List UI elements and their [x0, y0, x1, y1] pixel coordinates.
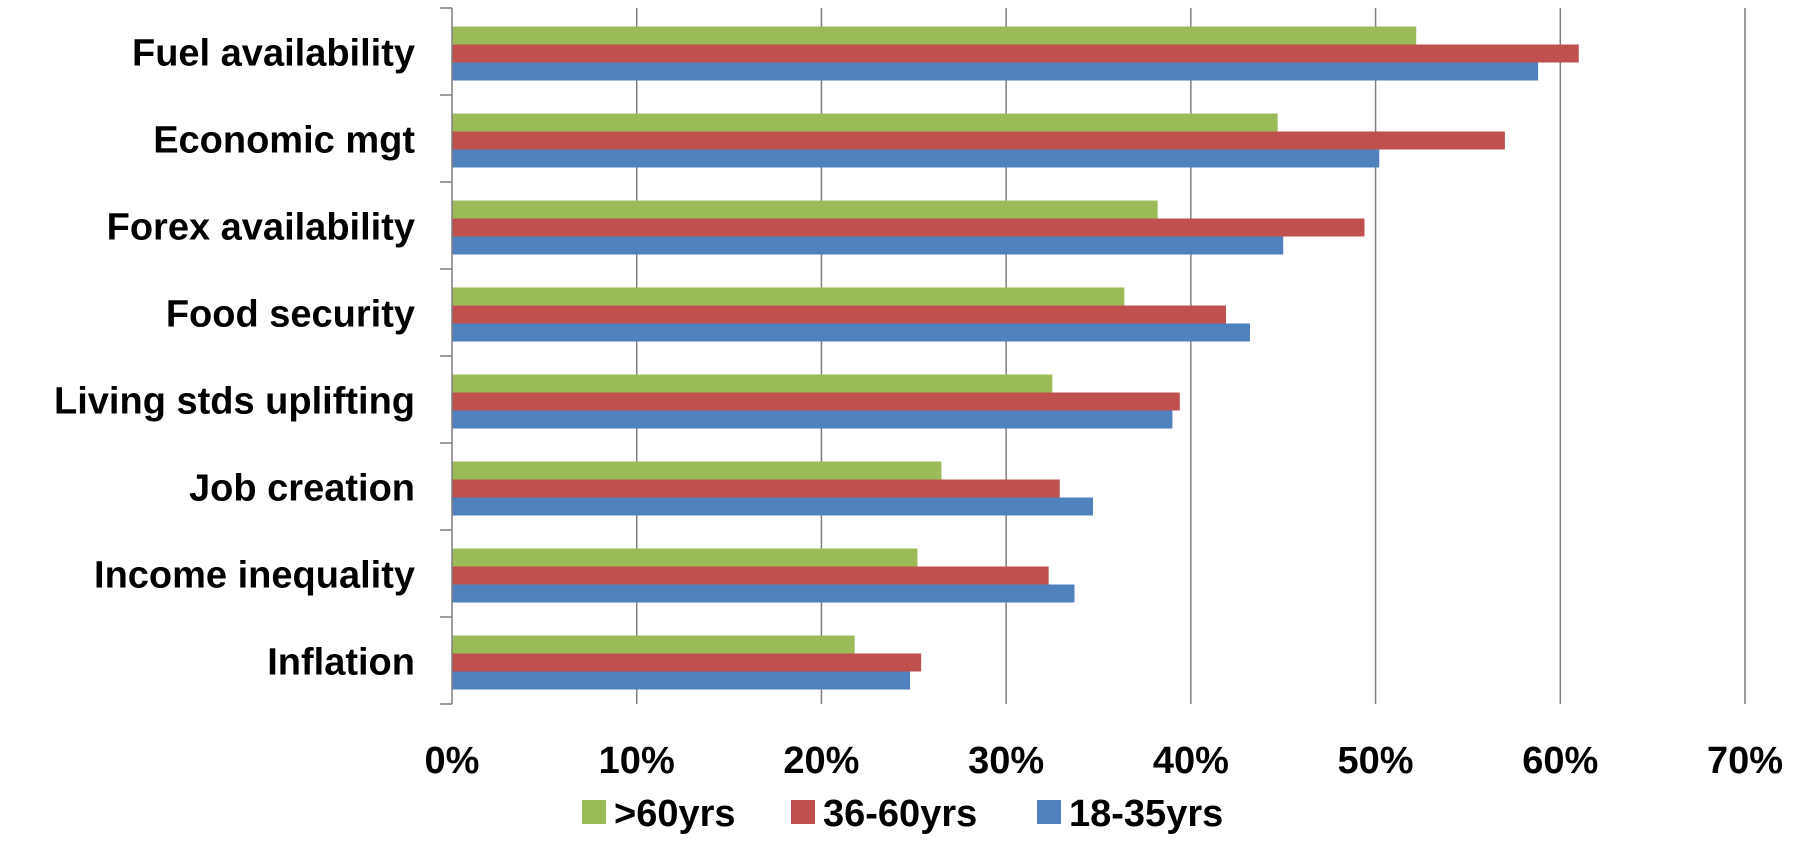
bar — [452, 131, 1505, 150]
bar — [452, 113, 1278, 132]
bar — [452, 149, 1380, 168]
x-tick-labels: 0% 10% 20% 30% 40% 50% 60% 70% — [425, 740, 1783, 782]
x-tick-label: 20% — [783, 740, 859, 782]
bar — [452, 323, 1250, 342]
bar — [452, 287, 1125, 306]
category-labels: Fuel availability Economic mgt Forex avail… — [54, 33, 415, 684]
legend: >60yrs 36-60yrs 18-35yrs — [582, 793, 1223, 835]
legend-label: >60yrs — [614, 793, 736, 835]
bar — [452, 653, 922, 672]
bar — [452, 671, 911, 690]
bar — [452, 62, 1539, 81]
bar — [452, 305, 1226, 324]
bar — [452, 479, 1060, 498]
bar — [452, 497, 1093, 516]
category-label: Inflation — [267, 642, 415, 684]
x-tick-label: 0% — [425, 740, 480, 782]
bar — [452, 584, 1075, 603]
bar — [452, 548, 918, 567]
x-tick-label: 60% — [1522, 740, 1598, 782]
category-label: Income inequality — [94, 555, 415, 597]
x-tick-label: 10% — [599, 740, 675, 782]
bars — [452, 26, 1579, 690]
bar — [452, 200, 1158, 219]
bar — [452, 236, 1284, 255]
legend-label: 36-60yrs — [823, 793, 977, 835]
category-label: Job creation — [189, 468, 415, 510]
legend-swatch — [1037, 800, 1061, 824]
category-label: Forex availability — [107, 207, 415, 249]
bar — [452, 566, 1049, 585]
bar — [452, 410, 1173, 429]
bar — [452, 461, 942, 480]
bar — [452, 635, 855, 654]
legend-swatch — [582, 800, 606, 824]
x-tick-label: 50% — [1338, 740, 1414, 782]
category-label: Economic mgt — [153, 120, 415, 162]
bar — [452, 218, 1365, 237]
x-tick-label: 70% — [1707, 740, 1783, 782]
x-tick-label: 30% — [968, 740, 1044, 782]
legend-label: 18-35yrs — [1069, 793, 1223, 835]
category-label: Fuel availability — [132, 33, 415, 75]
x-tick-label: 40% — [1153, 740, 1229, 782]
bar — [452, 374, 1053, 393]
category-label: Living stds uplifting — [54, 381, 415, 423]
legend-swatch — [791, 800, 815, 824]
bar — [452, 392, 1180, 411]
bar — [452, 44, 1579, 63]
bar — [452, 26, 1417, 45]
y-axis — [440, 7, 453, 705]
category-label: Food security — [166, 294, 415, 336]
